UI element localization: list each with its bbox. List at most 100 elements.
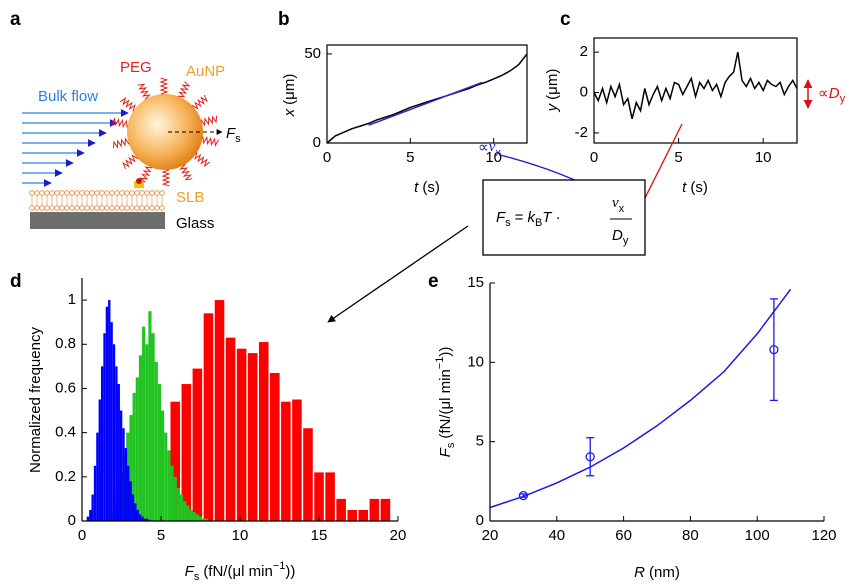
label-part: (μm) <box>544 69 561 100</box>
x-tick-label: 60 <box>615 527 632 544</box>
histogram-bar <box>148 311 152 521</box>
peg-chain <box>161 169 171 187</box>
peg-chain <box>200 115 218 127</box>
label-part: )) <box>285 563 295 580</box>
formula-symbol: T · <box>542 209 560 226</box>
lipid <box>89 205 95 211</box>
histogram-bar <box>247 353 258 521</box>
lipid <box>109 190 115 196</box>
histogram-bar <box>192 368 203 521</box>
prop-sign: ∝ <box>478 139 489 156</box>
panel-letter: d <box>10 271 22 292</box>
y-tick-label: 0 <box>580 83 588 100</box>
histogram-bar <box>91 494 94 521</box>
histogram-bar <box>202 518 206 521</box>
histogram-bar <box>167 450 171 521</box>
lipid <box>94 205 100 211</box>
histogram-bar <box>170 465 174 521</box>
histogram-bar <box>173 476 177 521</box>
histogram-bar <box>131 494 135 521</box>
lipid <box>114 205 120 211</box>
peg-chain <box>139 166 153 183</box>
lipid <box>74 205 80 211</box>
x-tick-label: 15 <box>311 527 328 544</box>
y-axis-label: Normalized frequency <box>27 327 44 473</box>
histogram-bar <box>161 410 165 521</box>
aunp-label: AuNP <box>186 63 225 80</box>
histogram-bar <box>183 501 187 521</box>
lipid <box>39 205 45 211</box>
lipid <box>109 205 115 211</box>
lipid <box>49 190 55 196</box>
histogram-bar <box>281 401 291 521</box>
y-tick-label: 0 <box>68 512 76 529</box>
histogram-bar <box>258 342 269 521</box>
histogram-bar <box>195 514 199 521</box>
histogram-bar <box>103 333 106 521</box>
histogram-bar <box>86 516 90 521</box>
label-part: −1 <box>273 560 286 572</box>
x-tick-label: 20 <box>482 527 499 544</box>
histogram-bar <box>115 366 118 521</box>
histogram-bar <box>154 361 158 521</box>
formula-denominator: Dy <box>612 227 629 247</box>
peg-chain <box>111 117 128 129</box>
lipid <box>114 190 120 196</box>
histogram-bar <box>145 344 149 521</box>
dy-symbol: D <box>829 85 840 102</box>
x-axis-label: t (s) <box>414 179 440 196</box>
lipid <box>84 190 90 196</box>
histogram-bar <box>214 300 225 521</box>
label-part: (μm) <box>281 74 298 105</box>
y-tick-label: 5 <box>476 433 484 450</box>
label-part: y <box>544 102 561 112</box>
panel-letter: e <box>428 271 439 292</box>
lipid <box>154 190 160 196</box>
force-subscript: s <box>235 133 241 145</box>
histogram-bar <box>135 377 139 521</box>
y-tick-label: 0.6 <box>55 379 76 396</box>
lipid <box>159 190 165 196</box>
y-tick-label: 15 <box>467 274 484 291</box>
lipid <box>149 205 155 211</box>
y-tick-label: 0.2 <box>55 468 76 485</box>
lipid <box>129 190 135 196</box>
histogram-bar <box>132 392 136 521</box>
lipid <box>124 205 130 211</box>
lipid <box>79 205 85 211</box>
x-tick-label: 0 <box>78 527 86 544</box>
nanoparticle <box>127 94 203 170</box>
lipid <box>129 205 135 211</box>
lipid <box>89 190 95 196</box>
y-tick-label: 0.4 <box>55 424 76 441</box>
histogram-bar <box>358 509 369 521</box>
histogram-bar <box>189 509 193 521</box>
y-axis-label: x (μm) <box>281 74 298 118</box>
histogram-bar <box>181 384 192 521</box>
lipid <box>119 190 125 196</box>
lipid <box>144 190 150 196</box>
histogram-bar <box>108 300 111 521</box>
peg-chain <box>177 81 191 98</box>
peg-chain <box>179 164 193 181</box>
data-point <box>769 344 779 355</box>
vx-symbol: v <box>489 139 496 155</box>
lipid <box>29 205 35 211</box>
lipid <box>119 205 125 211</box>
formula-subscript: s <box>505 217 511 229</box>
peg-chain <box>202 135 219 147</box>
x-tick-label: 0 <box>590 149 598 166</box>
formula-numerator: vx <box>612 195 625 214</box>
formula-symbol: D <box>612 227 623 244</box>
flow-label: Bulk flow <box>38 88 98 105</box>
x-tick-label: 0 <box>323 149 331 166</box>
histogram-bar <box>110 322 113 521</box>
label-part: F <box>185 563 195 580</box>
histogram-bar <box>236 348 247 521</box>
histogram-bar <box>119 410 123 521</box>
data-line <box>368 81 483 126</box>
tether-head <box>136 178 142 184</box>
label-part: t <box>414 179 419 196</box>
